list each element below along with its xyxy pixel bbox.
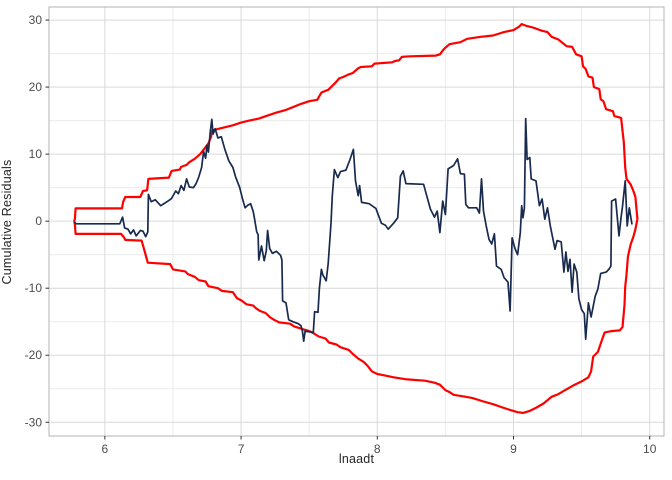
simulation-envelope-upper-line bbox=[73, 23, 639, 222]
y-tick-label: 0 bbox=[35, 214, 42, 228]
y-tick-label: -30 bbox=[25, 415, 43, 429]
y-tick-label: 20 bbox=[29, 80, 43, 94]
simulation-envelope-lower-line bbox=[73, 218, 639, 414]
x-tick-label: 6 bbox=[102, 442, 109, 456]
x-tick-label: 9 bbox=[510, 442, 517, 456]
x-tick-label: 8 bbox=[374, 442, 381, 456]
x-tick-label: 7 bbox=[238, 442, 245, 456]
y-tick-label: 10 bbox=[29, 147, 43, 161]
cumulative-residuals-line bbox=[73, 117, 633, 343]
y-tick-label: 30 bbox=[29, 13, 43, 27]
y-axis-title: Cumulative Residuals bbox=[0, 159, 14, 285]
y-tick-label: -20 bbox=[25, 348, 43, 362]
y-tick-label: -10 bbox=[25, 281, 43, 295]
x-tick-label: 10 bbox=[643, 442, 657, 456]
x-axis-title: lnaadt bbox=[338, 452, 375, 466]
